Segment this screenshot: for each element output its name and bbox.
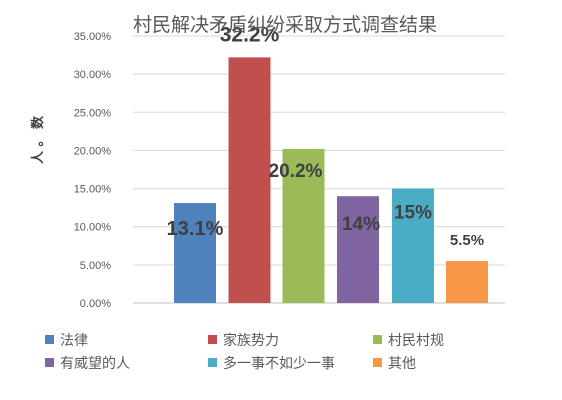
legend-swatch <box>373 335 382 344</box>
legend-label: 家族势力 <box>223 332 279 349</box>
legend-label: 法律 <box>60 333 88 349</box>
bar <box>174 203 216 303</box>
legend-label: 多一事不如少一事 <box>223 355 335 372</box>
y-axis-title: 人 。 数 <box>30 115 46 164</box>
bar <box>282 148 325 303</box>
bars <box>174 57 488 303</box>
bar <box>337 196 379 303</box>
data-label: 15% <box>394 203 432 224</box>
bar <box>446 261 488 303</box>
data-label: 5.5% <box>450 232 484 249</box>
y-axis-label: 人 。 数 <box>30 115 46 164</box>
legend-swatch <box>208 335 217 344</box>
legend-swatch <box>373 358 382 367</box>
y-tick-label: 35.00% <box>74 31 112 43</box>
legend-swatch <box>45 335 54 344</box>
data-labels: 13.1% 32.2% 20.2% 14% 15% 5.5% <box>167 23 484 249</box>
y-tick-label: 0.00% <box>80 298 111 310</box>
legend-swatch <box>208 358 217 367</box>
bar <box>228 57 271 303</box>
y-tick-label: 25.00% <box>74 107 112 119</box>
chart-title: 村民解决矛盾纠纷采取方式调查结果 <box>133 14 437 36</box>
data-label: 14% <box>342 214 380 235</box>
data-label: 13.1% <box>167 218 224 240</box>
legend-label: 有威望的人 <box>60 356 130 372</box>
legend-label: 村民村规 <box>388 333 444 349</box>
y-tick-label: 20.00% <box>74 145 112 157</box>
y-axis-ticks: 0.00% 5.00% 10.00% 15.00% 20.00% 25.00% 30.00%… <box>74 31 112 310</box>
y-tick-label: 5.00% <box>80 260 111 272</box>
legend-swatch <box>45 358 54 367</box>
data-label: 32.2% <box>220 23 280 46</box>
bar <box>392 188 434 303</box>
y-tick-label: 10.00% <box>74 222 112 234</box>
y-tick-label: 30.00% <box>74 69 112 81</box>
y-tick-label: 15.00% <box>74 184 112 196</box>
data-label: 20.2% <box>269 161 323 182</box>
legend-label: 其他 <box>388 356 416 372</box>
